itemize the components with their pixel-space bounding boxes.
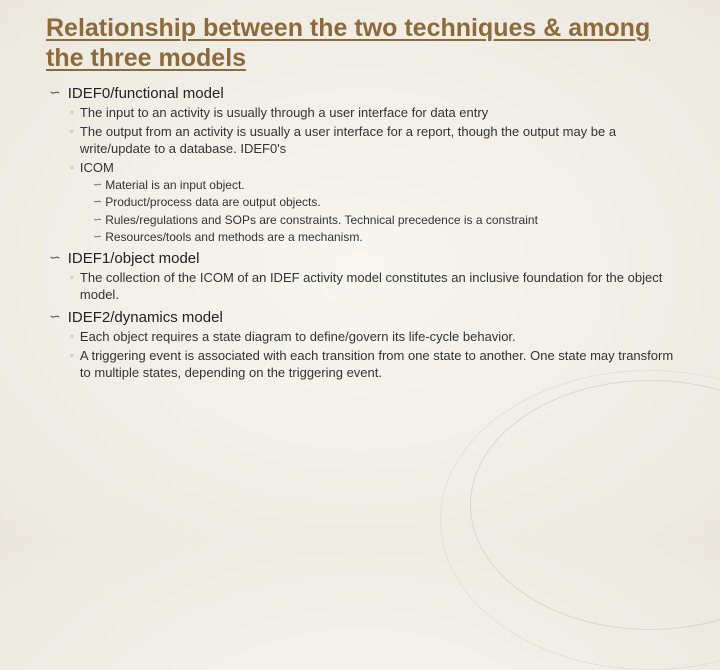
sub-text: The collection of the ICOM of an IDEF ac…: [80, 269, 680, 304]
sub-text: The output from an activity is usually a…: [80, 123, 680, 158]
sub-marker-icon: ◦: [70, 328, 74, 346]
sub-text: A triggering event is associated with ea…: [80, 347, 680, 382]
bullet-marker-icon: ∽: [48, 309, 60, 326]
subsub-text: Rules/regulations and SOPs are constrain…: [105, 212, 538, 228]
sub-item: ◦ A triggering event is associated with …: [70, 347, 680, 382]
slide-title: Relationship between the two techniques …: [46, 14, 680, 73]
slide-content: Relationship between the two techniques …: [0, 0, 720, 403]
subsub-item: ∽ Resources/tools and methods are a mech…: [92, 229, 680, 245]
heading-text: IDEF2/dynamics model: [68, 309, 223, 326]
sub-item: ◦ Each object requires a state diagram t…: [70, 328, 680, 346]
sub-text: ICOM: [80, 159, 114, 177]
sub-marker-icon: ◦: [70, 269, 74, 304]
subsub-marker-icon: ∽: [92, 194, 101, 210]
heading-text: IDEF1/object model: [68, 250, 200, 267]
heading-idef1: ∽ IDEF1/object model: [48, 250, 680, 267]
sub-marker-icon: ◦: [70, 104, 74, 122]
subsub-marker-icon: ∽: [92, 212, 101, 228]
subsub-item: ∽ Material is an input object.: [92, 177, 680, 193]
sub-item: ◦ The input to an activity is usually th…: [70, 104, 680, 122]
sub-marker-icon: ◦: [70, 347, 74, 382]
sub-text: The input to an activity is usually thro…: [80, 104, 488, 122]
subsub-item: ∽ Rules/regulations and SOPs are constra…: [92, 212, 680, 228]
heading-text: IDEF0/functional model: [68, 85, 224, 102]
heading-idef0: ∽ IDEF0/functional model: [48, 85, 680, 102]
subsub-text: Product/process data are output objects.: [105, 194, 320, 210]
subsub-text: Resources/tools and methods are a mechan…: [105, 229, 362, 245]
subsub-marker-icon: ∽: [92, 177, 101, 193]
sub-marker-icon: ◦: [70, 123, 74, 158]
decorative-oval-inner: [440, 370, 720, 670]
bullet-marker-icon: ∽: [48, 85, 60, 102]
sub-text: Each object requires a state diagram to …: [80, 328, 516, 346]
sub-item: ◦ The output from an activity is usually…: [70, 123, 680, 158]
sub-item: ◦ The collection of the ICOM of an IDEF …: [70, 269, 680, 304]
bullet-marker-icon: ∽: [48, 250, 60, 267]
sub-marker-icon: ◦: [70, 159, 74, 177]
sub-item: ◦ ICOM: [70, 159, 680, 177]
subsub-marker-icon: ∽: [92, 229, 101, 245]
subsub-item: ∽ Product/process data are output object…: [92, 194, 680, 210]
heading-idef2: ∽ IDEF2/dynamics model: [48, 309, 680, 326]
subsub-text: Material is an input object.: [105, 177, 244, 193]
